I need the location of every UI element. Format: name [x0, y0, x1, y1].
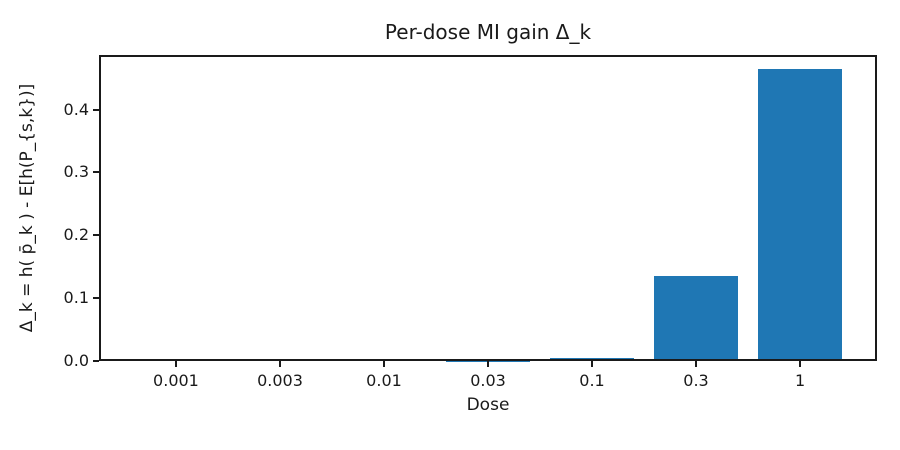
y-tick-label: 0.4 [63, 99, 89, 119]
x-tick-mark [695, 361, 698, 367]
chart-title: Per-dose MI gain Δ_k [384, 20, 592, 44]
x-tick-mark [799, 361, 802, 367]
y-tick-label: 0.0 [63, 351, 89, 370]
y-tick-mark [93, 108, 99, 111]
plot-area [99, 55, 877, 361]
x-tick-label: 0.1 [579, 371, 605, 390]
x-tick-label: 0.3 [683, 371, 709, 390]
bar-1 [758, 69, 842, 361]
x-tick-mark [174, 361, 177, 367]
bar-0.3 [654, 276, 738, 361]
x-tick-mark [487, 361, 489, 367]
x-tick-label: 1 [794, 371, 806, 390]
x-tick-label: 0.01 [366, 371, 402, 390]
x-tick-label: 0.03 [470, 371, 506, 390]
y-tick-label: 0.3 [63, 162, 89, 182]
x-tick-mark [278, 361, 281, 367]
y-tick-label: 0.2 [63, 225, 89, 245]
y-tick-mark [93, 360, 99, 362]
y-tick-mark [93, 171, 99, 174]
x-tick-label: 0.003 [257, 371, 303, 390]
y-tick-label: 0.1 [63, 288, 89, 308]
x-tick-mark [591, 361, 593, 367]
x-tick-label: 0.001 [153, 371, 199, 390]
x-axis-label: Dose [466, 395, 510, 415]
y-tick-mark [93, 297, 99, 300]
y-tick-mark [93, 234, 99, 237]
x-tick-mark [382, 361, 385, 367]
